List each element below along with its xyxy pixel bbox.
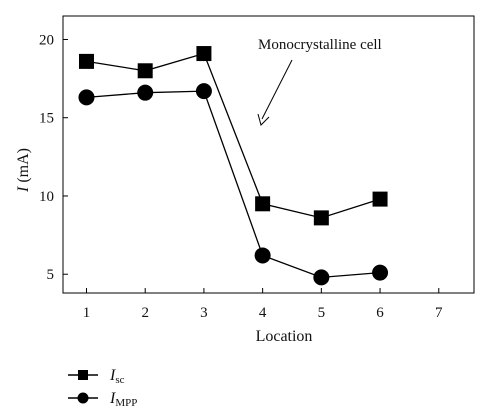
data-point-square xyxy=(137,63,153,79)
y-tick-label: 5 xyxy=(47,267,55,283)
data-point-square xyxy=(196,46,212,62)
data-point-circle xyxy=(137,84,154,101)
legend-isc-sub: sc xyxy=(115,374,124,386)
annotation-arrow-head xyxy=(257,113,270,126)
legend: Isc IMPP xyxy=(68,367,137,409)
legend-isc-main: I xyxy=(109,367,116,384)
plot-area: 1 2 3 4 5 6 7 5 10 15 20 xyxy=(39,15,475,321)
x-tick-label: 4 xyxy=(259,305,267,321)
x-tick-label: 5 xyxy=(318,305,326,321)
x-tick-label: 3 xyxy=(200,305,208,321)
legend-label-impp: IMPP xyxy=(109,390,137,409)
legend-label-isc: Isc xyxy=(109,367,125,386)
x-tick-label: 1 xyxy=(83,305,91,321)
data-point-square xyxy=(255,196,271,212)
data-point-circle xyxy=(313,269,330,286)
y-tick-label: 20 xyxy=(39,32,54,48)
x-axis-title: Location xyxy=(256,328,313,345)
annotation-arrow-line xyxy=(261,59,293,120)
y-axis-title-symbol: I xyxy=(15,186,32,193)
legend-impp-main: I xyxy=(109,390,116,407)
data-point-circle xyxy=(372,264,389,281)
legend-impp-sub: MPP xyxy=(115,397,137,409)
legend-marker-circle xyxy=(77,392,89,404)
data-point-circle xyxy=(195,83,212,100)
x-tick-label: 6 xyxy=(376,305,384,321)
data-point-circle xyxy=(254,247,271,264)
y-axis-title: I (mA) xyxy=(15,148,32,193)
legend-marker-square xyxy=(78,370,88,380)
y-axis-title-unit: (mA) xyxy=(15,148,32,187)
data-point-square xyxy=(372,191,388,207)
plot-frame xyxy=(62,15,475,294)
annotation-label: Monocrystalline cell xyxy=(258,37,382,53)
data-point-circle xyxy=(78,89,95,106)
data-point-square xyxy=(78,53,94,69)
x-tick-label: 7 xyxy=(435,305,443,321)
data-point-square xyxy=(313,210,329,226)
y-tick-label: 15 xyxy=(39,111,54,127)
y-tick-label: 10 xyxy=(39,189,54,205)
series-line-i_sc xyxy=(86,52,381,219)
series-line-i_mpp xyxy=(86,90,381,279)
x-tick-label: 2 xyxy=(141,305,149,321)
